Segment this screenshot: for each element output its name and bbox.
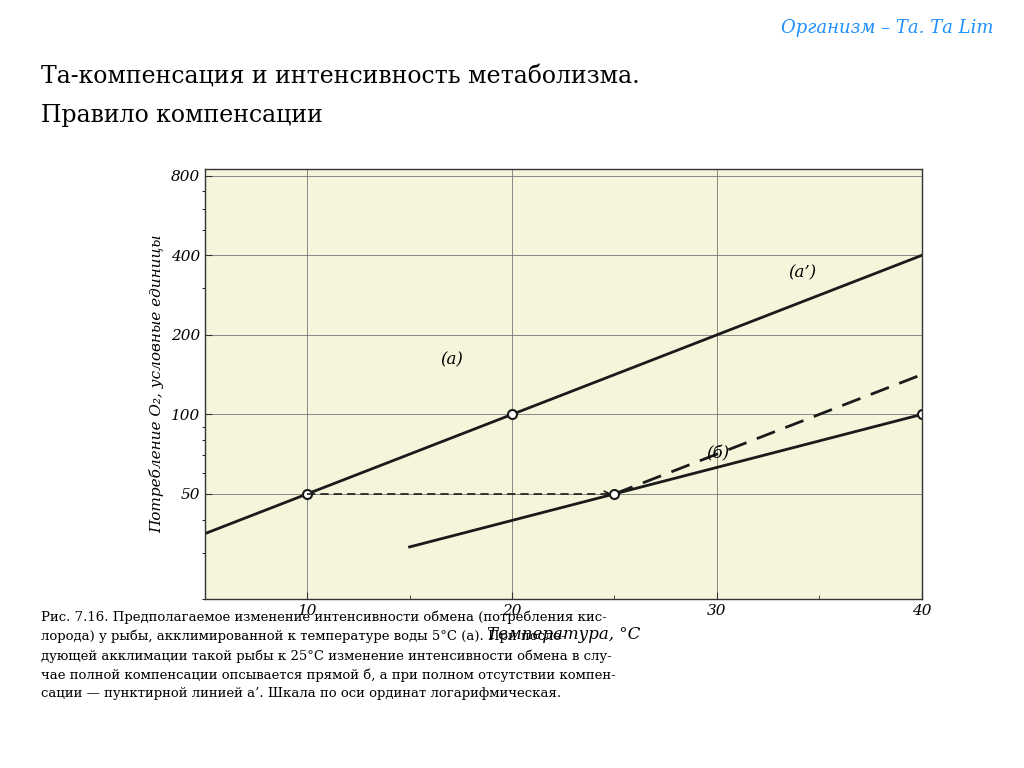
- X-axis label: Температура, °C: Температура, °C: [486, 626, 640, 644]
- Text: Правило компенсации: Правило компенсации: [41, 104, 323, 127]
- Text: Та-компенсация и интенсивность метаболизма.: Та-компенсация и интенсивность метаболиз…: [41, 65, 640, 88]
- Text: Рис. 7.16. Предполагаемое изменение интенсивности обмена (потребления кис-
лород: Рис. 7.16. Предполагаемое изменение инте…: [41, 611, 615, 700]
- Text: (б): (б): [707, 445, 730, 462]
- Text: Организм – Та. Та Lim: Организм – Та. Та Lim: [780, 19, 993, 37]
- Y-axis label: Потребление O₂, условные единицы: Потребление O₂, условные единицы: [148, 235, 164, 533]
- Text: (а): (а): [440, 351, 463, 368]
- Text: (а’): (а’): [788, 264, 816, 282]
